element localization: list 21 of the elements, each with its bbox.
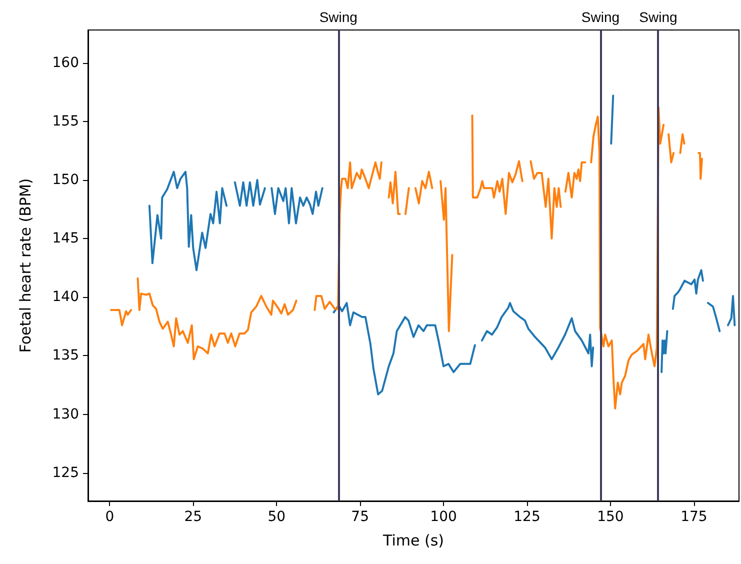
x-axis-title: Time (s) [382, 532, 444, 550]
x-tick-label: 150 [597, 509, 624, 525]
y-tick-label: 125 [52, 464, 79, 481]
x-tick-label: 75 [351, 509, 369, 525]
y-tick-label: 150 [52, 172, 79, 188]
x-tick-label: 50 [268, 509, 286, 525]
x-tick-label: 175 [680, 509, 708, 525]
x-tick-label: 125 [514, 509, 540, 525]
y-tick-label: 140 [52, 289, 79, 306]
y-tick-label: 130 [52, 406, 79, 422]
y-tick-label: 155 [52, 113, 79, 130]
ref-line-label: Swing [319, 9, 358, 25]
x-tick-label: 25 [184, 509, 202, 525]
ref-line-label: Swing [581, 9, 620, 25]
y-tick-label: 145 [52, 230, 79, 247]
y-tick-label: 160 [52, 54, 79, 71]
y-tick-label: 135 [52, 348, 79, 364]
x-tick-label: 0 [105, 509, 114, 525]
y-axis-title: Foetal heart rate (BPM) [16, 178, 34, 353]
ref-line-label: Swing [639, 9, 678, 25]
x-tick-label: 100 [430, 509, 457, 525]
